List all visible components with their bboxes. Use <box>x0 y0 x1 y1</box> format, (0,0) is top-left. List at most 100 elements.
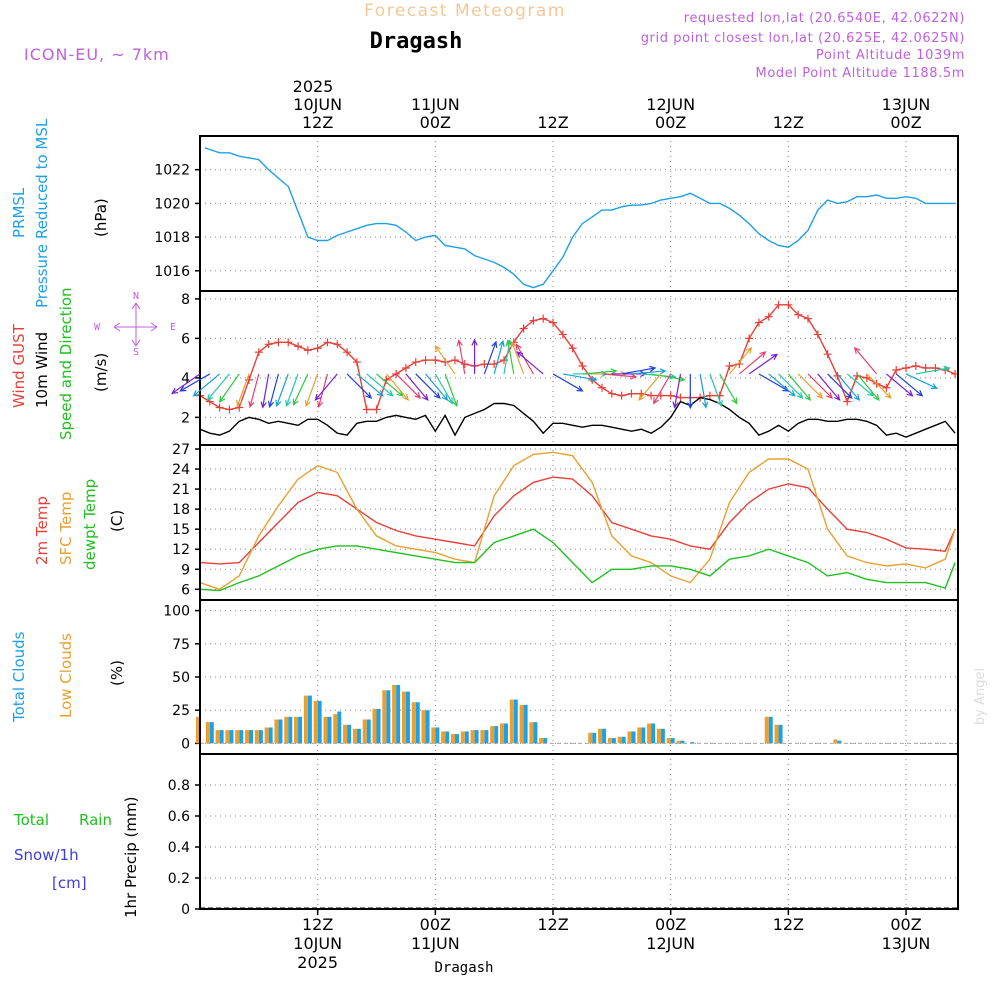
top-date-label: 11JUN <box>411 95 460 114</box>
bar-total-clouds <box>464 731 469 744</box>
wind-arrow <box>206 373 230 402</box>
gust-point <box>558 330 567 339</box>
temp-unit: (C) <box>108 510 126 532</box>
gust-point <box>362 405 371 414</box>
top-hour-label: 12Z <box>302 113 333 132</box>
wind-arrow <box>768 373 796 397</box>
wind-arrow <box>425 373 449 402</box>
wind-arrow <box>709 373 723 408</box>
gust-point <box>803 314 812 323</box>
bar-low-clouds <box>470 730 475 744</box>
bar-low-clouds <box>352 728 357 744</box>
y-tick-label: 21 <box>172 482 190 498</box>
bar-low-clouds <box>607 738 612 744</box>
bar-low-clouds <box>254 730 259 744</box>
bar-total-clouds <box>543 738 548 744</box>
gust-point <box>745 334 754 343</box>
gust-point <box>450 356 459 365</box>
bar-total-clouds <box>396 684 401 744</box>
bar-low-clouds <box>637 727 642 744</box>
bottom-line2-label: 13JUN <box>882 934 931 953</box>
compass-w: W <box>94 322 101 333</box>
bar-total-clouds <box>327 716 332 744</box>
requested-coords: requested lon,lat (20.6540E, 42.0622N) <box>684 11 965 26</box>
grid-coords: grid point closest lon,lat (20.625E, 42.… <box>641 31 965 46</box>
bar-total-clouds <box>454 734 459 744</box>
gust-point <box>529 316 538 325</box>
wind-arrow <box>699 373 709 409</box>
top-year: 2025 <box>293 77 334 96</box>
pressure-label-1: PRMSL <box>10 187 28 238</box>
wind-arrow <box>218 373 240 403</box>
y-tick-label: 24 <box>172 462 190 478</box>
gust-point <box>352 358 361 367</box>
bottom-line1-label: 00Z <box>420 915 451 934</box>
gust-point <box>852 371 861 380</box>
wind-arrow <box>434 373 454 405</box>
wind-arrow <box>356 373 384 397</box>
bar-low-clouds <box>392 684 397 744</box>
bar-low-clouds <box>411 702 416 744</box>
clouds-label-1: Total Clouds <box>10 631 28 723</box>
chart-title: Forecast Meteogram <box>364 1 566 21</box>
top-hour-label: 12Z <box>773 113 804 132</box>
bottom-line2-label: 10JUN <box>293 934 342 953</box>
top-date-label: 13JUN <box>882 95 931 114</box>
wind-arrow <box>267 373 280 409</box>
gust-point <box>225 405 234 414</box>
compass-n: N <box>133 291 139 302</box>
bar-low-clouds <box>205 722 210 744</box>
gust-point <box>921 364 930 372</box>
bar-total-clouds <box>239 730 244 744</box>
temp-label-2: SFC Temp <box>57 492 75 565</box>
wind-arrow <box>853 346 878 375</box>
bar-low-clouds <box>588 732 593 744</box>
gust-point <box>715 391 724 400</box>
wind-arrow <box>192 373 220 397</box>
model-label: ICON-EU, ~ 7km <box>24 45 170 64</box>
wind-arrow <box>638 373 662 402</box>
wind-arrow <box>236 373 250 408</box>
wind-arrow <box>493 339 505 375</box>
y-tick-label: 18 <box>172 502 190 518</box>
wind-arrow <box>631 368 667 375</box>
gust-point <box>843 397 852 406</box>
bar-total-clouds <box>690 742 695 744</box>
wind-arrow <box>650 373 686 383</box>
gust-point <box>627 389 636 398</box>
wind-arrow <box>456 339 466 375</box>
gust-point <box>333 340 342 349</box>
wind-arrow <box>552 373 584 392</box>
bar-total-clouds <box>474 730 479 744</box>
bar-total-clouds <box>641 727 646 744</box>
precip-legend-total: Total <box>13 811 49 829</box>
bar-low-clouds <box>519 704 524 744</box>
wind-arrow <box>719 373 738 405</box>
y-tick-label: 9 <box>181 562 190 578</box>
y-tick-label: 1016 <box>154 264 190 280</box>
bar-total-clouds <box>445 731 450 744</box>
top-date-label: 10JUN <box>293 95 342 114</box>
wind-arrow <box>505 339 515 375</box>
wind-arrow <box>171 373 201 395</box>
bar-low-clouds <box>323 716 328 744</box>
wind-arrow <box>807 373 833 399</box>
wind-arrow <box>415 373 441 399</box>
panel-clouds: 0 25 50 75 100 <box>163 599 959 755</box>
precip-legend-snow: Snow/1h <box>14 846 79 864</box>
bar-low-clouds <box>372 708 377 744</box>
bottom-line1-label: 12Z <box>773 915 804 934</box>
gust-point <box>549 318 558 327</box>
bar-total-clouds <box>513 699 518 744</box>
bar-total-clouds <box>366 719 371 744</box>
bar-total-clouds <box>229 730 234 744</box>
bar-total-clouds <box>209 722 214 744</box>
panel-frame <box>199 753 959 910</box>
gust-point <box>794 310 803 319</box>
top-hour-label: 12Z <box>537 113 568 132</box>
gust-point <box>313 344 322 353</box>
gust-point <box>431 356 440 365</box>
gust-point <box>774 300 783 309</box>
wind-arrow <box>836 373 861 402</box>
y-tick-label: 0.6 <box>168 809 190 825</box>
